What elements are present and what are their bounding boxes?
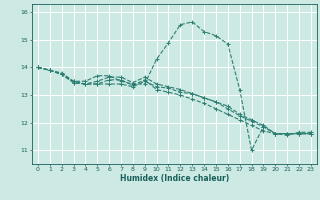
X-axis label: Humidex (Indice chaleur): Humidex (Indice chaleur) <box>120 174 229 183</box>
